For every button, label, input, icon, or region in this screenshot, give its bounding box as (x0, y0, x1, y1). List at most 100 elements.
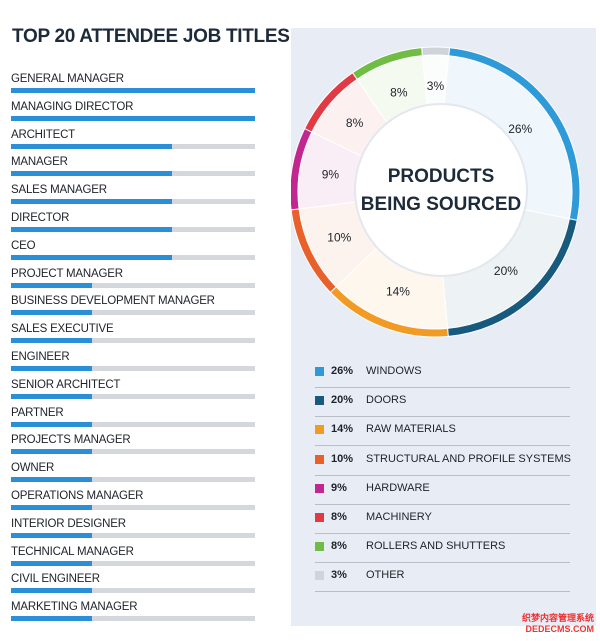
legend-swatch (315, 542, 324, 552)
job-title-label: SALES EXECUTIVE (11, 323, 114, 336)
products-donut-chart: 26% 20% 14% 10% 9% 8% 8% 3% PRODUCTS BEING SOURCE… (291, 46, 581, 338)
job-titles-panel: TOP 20 ATTENDEE JOB TITLES GENERAL MANAG… (0, 0, 290, 641)
legend-label: WINDOWS (366, 365, 422, 377)
job-title-bar-track (11, 115, 255, 121)
watermark-line-1: 织梦内容管理系统 (521, 613, 594, 623)
donut-slice-label: 10% (327, 231, 351, 245)
job-title-label: INTERIOR DESIGNER (11, 517, 126, 530)
donut-slice-label: 3% (427, 79, 445, 93)
legend-label: ROLLERS AND SHUTTERS (366, 540, 506, 553)
legend-percent: 3% (331, 569, 347, 582)
job-title-bar-track (11, 171, 255, 177)
job-title-row: BUSINESS DEVELOPMENT MANAGER (11, 292, 256, 319)
products-panel: 26% 20% 14% 10% 9% 8% 8% 3% PRODUCTS BEING SOURCE… (291, 28, 596, 626)
job-title-bar (11, 449, 92, 455)
legend-divider (315, 416, 570, 418)
job-title-label: OWNER (11, 462, 55, 475)
donut-slice-label: 26% (508, 122, 532, 136)
job-title-label: MANAGING DIRECTOR (11, 100, 134, 113)
job-title-bar (11, 310, 92, 316)
job-title-bar-track (11, 588, 255, 594)
legend-swatch (315, 454, 324, 464)
donut-center (354, 103, 528, 277)
legend-item: 10% STRUCTURAL AND PROFILE SYSTEMS (315, 447, 571, 476)
job-title-bar-track (11, 449, 255, 455)
job-title-label: SENIOR ARCHITECT (11, 378, 121, 391)
job-title-label: SALES MANAGER (11, 184, 107, 197)
legend-percent: 8% (331, 511, 347, 523)
legend-divider (315, 533, 570, 534)
job-title-label: PARTNER (11, 406, 64, 419)
job-title-row: SALES MANAGER (11, 181, 256, 208)
job-title-row: CIVIL ENGINEER (11, 570, 256, 597)
job-title-bar (11, 115, 255, 121)
job-title-bar-track (11, 254, 255, 260)
legend-divider (315, 503, 570, 505)
legend-percent: 10% (331, 452, 354, 465)
watermark: 织梦内容管理系统 DEDECMS.COM (522, 613, 594, 635)
legend-percent: 8% (331, 540, 347, 553)
legend-label: OTHER (366, 569, 405, 582)
job-title-row: OPERATIONS MANAGER (11, 487, 256, 514)
job-title-row: PROJECTS MANAGER (11, 431, 256, 458)
donut-center-title: PRODUCTS (388, 166, 495, 187)
job-title-bar-track (11, 227, 255, 232)
legend-percent: 14% (331, 423, 354, 436)
legend-label: MACHINERY (366, 511, 432, 523)
job-title-bar-track (11, 505, 255, 510)
job-title-row: ENGINEER (11, 348, 256, 375)
job-title-label: TECHNICAL MANAGER (11, 545, 134, 558)
legend-item: 9% HARDWARE (315, 476, 570, 505)
legend-divider (315, 445, 570, 447)
job-title-bar-track (11, 282, 255, 288)
job-title-row: SENIOR ARCHITECT (11, 376, 256, 403)
legend-item: 14% RAW MATERIALS (315, 417, 570, 447)
donut-slice-label: 9% (322, 168, 340, 182)
job-title-bar (11, 254, 173, 260)
watermark-line-2: DEDECMS.COM (525, 624, 594, 634)
legend-swatch (315, 513, 324, 522)
job-title-bar (11, 616, 92, 622)
job-title-bar (11, 171, 173, 177)
job-title-bar-track (11, 88, 255, 93)
job-title-row: MANAGER (11, 153, 256, 180)
donut-center-title: BEING SOURCED (361, 194, 521, 215)
job-title-bar (11, 338, 92, 344)
job-title-row: MANAGING DIRECTOR (11, 98, 256, 125)
job-title-bar-track (11, 560, 255, 566)
job-title-bar (11, 393, 92, 399)
job-title-row: PARTNER (11, 404, 256, 431)
job-title-bar-track (11, 532, 255, 538)
legend-divider (315, 591, 570, 593)
donut-slice-label: 8% (346, 116, 364, 130)
donut-slice-label: 20% (494, 264, 518, 278)
legend-item: 8% ROLLERS AND SHUTTERS (315, 534, 570, 564)
job-title-bar-track (11, 199, 255, 205)
job-title-bar (11, 560, 92, 566)
job-title-row: INTERIOR DESIGNER (11, 515, 256, 542)
legend-percent: 20% (331, 394, 354, 407)
job-title-bar (11, 505, 92, 510)
legend-item: 20% DOORS (315, 388, 570, 418)
job-title-bar (11, 532, 92, 538)
legend-label: RAW MATERIALS (366, 423, 456, 436)
job-title-label: CEO (11, 239, 36, 252)
job-title-label: OPERATIONS MANAGER (11, 490, 144, 502)
legend-percent: 9% (331, 481, 347, 494)
legend-item: 3% OTHER (315, 563, 570, 593)
job-title-label: ENGINEER (11, 351, 70, 363)
legend-label: STRUCTURAL AND PROFILE SYSTEMS (366, 452, 571, 465)
job-title-label: MARKETING MANAGER (11, 601, 138, 614)
job-title-bar-track (11, 338, 255, 344)
job-title-label: CIVIL ENGINEER (11, 573, 100, 586)
donut-slice (421, 46, 451, 57)
job-title-row: CEO (11, 237, 256, 264)
legend-swatch (315, 396, 324, 406)
job-title-label: PROJECTS MANAGER (11, 434, 131, 447)
job-title-bar-track (11, 366, 255, 371)
job-title-bar (11, 421, 92, 427)
job-title-row: DIRECTOR (11, 209, 256, 236)
legend-swatch (315, 425, 324, 435)
job-title-row: ARCHITECT (11, 126, 256, 153)
job-title-bar-track (11, 143, 255, 149)
